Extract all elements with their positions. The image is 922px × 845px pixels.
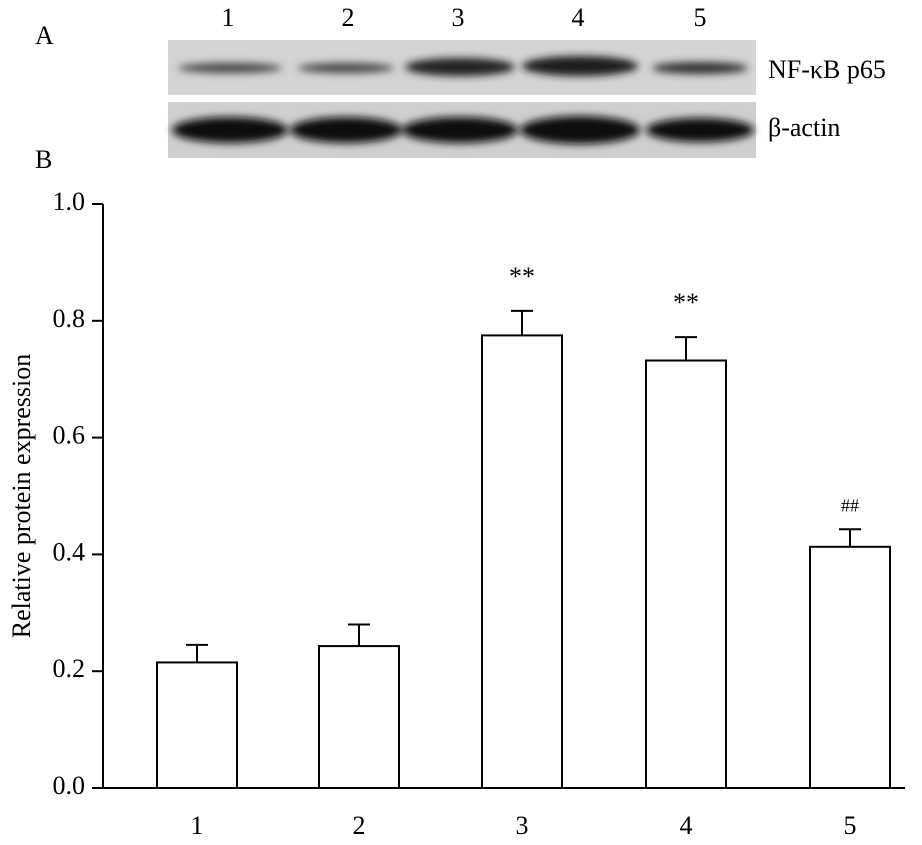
- blot: [168, 40, 756, 158]
- y-axis-label: Relative protein expression: [7, 354, 36, 638]
- blot-row-label: β-actin: [768, 113, 840, 142]
- band: [402, 117, 518, 143]
- bar: [809, 545, 891, 789]
- panel-label: B: [35, 145, 52, 174]
- lane-label: 1: [222, 3, 235, 32]
- lane-label: 4: [572, 3, 585, 32]
- panel-label: A: [35, 21, 54, 50]
- y-tick-label: 0.0: [53, 771, 86, 800]
- band: [652, 62, 748, 74]
- y-tick-label: 0.2: [53, 654, 86, 683]
- x-tick-label: 1: [191, 811, 204, 840]
- x-tick-label: 3: [516, 811, 529, 840]
- blot-row-label: NF-κB p65: [768, 55, 886, 84]
- x-tick-label: 5: [844, 811, 857, 840]
- y-tick-label: 0.4: [53, 537, 86, 566]
- y-tick-label: 0.6: [53, 421, 86, 450]
- significance-label: **: [509, 262, 535, 291]
- x-tick-label: 2: [353, 811, 366, 840]
- lane-label: 3: [452, 3, 465, 32]
- band: [290, 117, 402, 143]
- lane-label: 2: [342, 3, 355, 32]
- band: [405, 58, 515, 76]
- band: [522, 56, 638, 76]
- bar: [156, 661, 238, 789]
- lane-label: 5: [694, 3, 707, 32]
- bands: [172, 56, 754, 144]
- significance-label: **: [673, 288, 699, 317]
- band: [178, 63, 282, 73]
- band: [172, 117, 288, 143]
- bar: [481, 334, 563, 789]
- band: [520, 116, 640, 144]
- band: [646, 118, 754, 142]
- bar: [645, 359, 727, 789]
- significance-label: ##: [841, 495, 859, 515]
- y-tick-label: 0.8: [53, 304, 86, 333]
- bar: [318, 645, 400, 790]
- x-tick-label: 4: [680, 811, 693, 840]
- y-tick-label: 1.0: [53, 187, 86, 216]
- band: [298, 63, 394, 73]
